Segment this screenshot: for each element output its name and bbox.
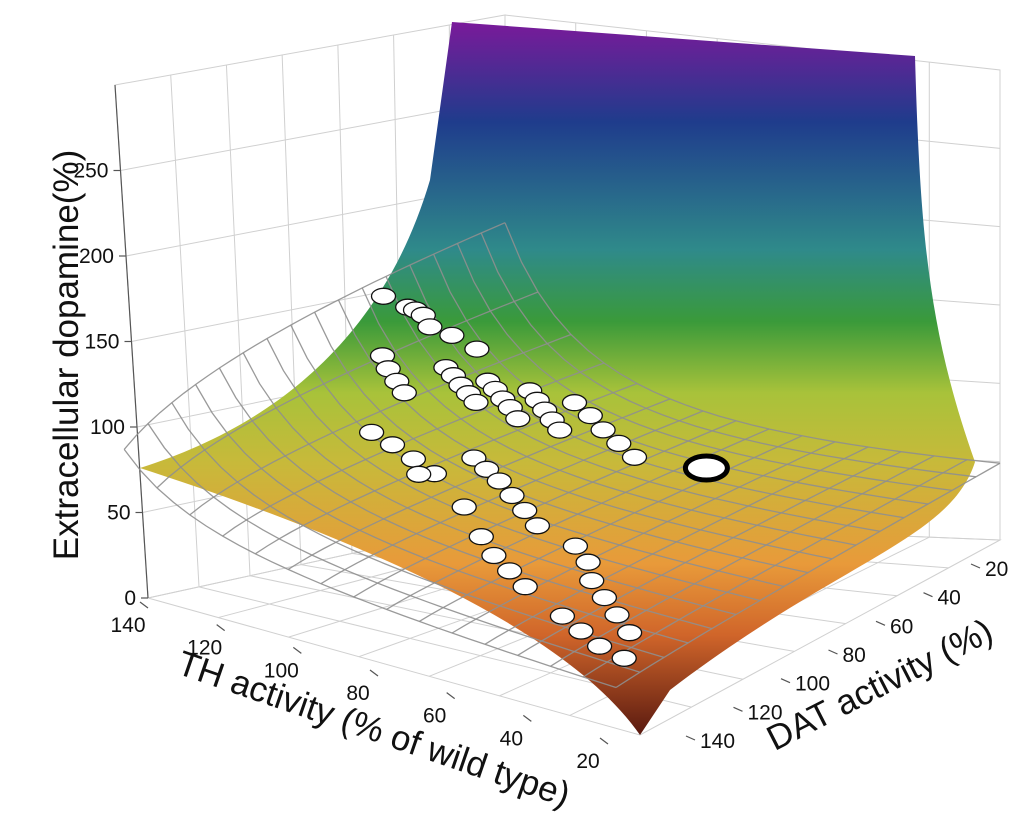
x-tick-mark [369, 669, 379, 677]
data-point [512, 578, 538, 596]
data-point [468, 528, 494, 546]
y-tick-label: 20 [985, 558, 1008, 581]
x-tick-label: 40 [500, 727, 523, 750]
data-point [524, 517, 551, 535]
data-point [451, 498, 477, 516]
y-tick-label: 100 [795, 673, 830, 696]
y-tick-mark [780, 678, 791, 684]
data-point [586, 637, 613, 655]
y-tick-mark [685, 735, 696, 741]
y-tick-mark [875, 620, 886, 626]
x-tick-mark [139, 601, 149, 609]
z-tick-label: 100 [90, 416, 125, 439]
data-point [358, 423, 385, 442]
x-tick-label: 140 [110, 614, 145, 637]
z-axis-ticks: 0 50 100 150 200 250 [73, 160, 148, 610]
mesh-line [218, 367, 713, 630]
y-tick-label: 40 [938, 587, 961, 610]
mesh-line [314, 311, 809, 574]
x-tick-mark [216, 624, 226, 632]
dopamine-surface [123, 22, 1001, 735]
data-point [604, 606, 630, 624]
data-point [579, 571, 605, 590]
x-tick-label: 100 [264, 659, 299, 682]
mesh-line [361, 287, 857, 546]
mesh-line [433, 253, 929, 505]
data-point [568, 622, 594, 640]
data-point [590, 421, 616, 439]
data-point [496, 562, 523, 580]
data-point [549, 607, 576, 625]
data-point [577, 406, 603, 425]
data-point [562, 537, 589, 555]
data-point [463, 393, 489, 412]
data-point [591, 588, 618, 607]
data-point [481, 546, 507, 565]
z-tick-label: 0 [124, 587, 136, 610]
y-tick-mark [828, 649, 838, 655]
data-point [473, 460, 500, 478]
data-point [464, 340, 490, 358]
mesh-line [266, 338, 761, 602]
data-point [611, 649, 637, 667]
surface-fill [140, 22, 975, 735]
z-tick-label: 50 [107, 502, 130, 525]
x-tick-label: 80 [346, 682, 369, 705]
x-tick-mark [522, 714, 532, 722]
y-tick-label: 80 [843, 644, 866, 667]
y-tick-mark [923, 592, 933, 598]
data-point [499, 486, 525, 505]
data-points [358, 287, 730, 667]
data-point [561, 394, 588, 412]
mesh-line [147, 423, 641, 673]
x-tick-mark [292, 646, 302, 654]
z-tick-label: 150 [84, 331, 119, 354]
mesh-line [123, 449, 617, 689]
data-point [616, 624, 643, 642]
data-point [606, 434, 632, 453]
data-point [512, 501, 538, 520]
wild-type-point [682, 453, 730, 483]
x-tick-mark [446, 692, 456, 700]
y-tick-label: 140 [700, 730, 735, 753]
data-point [486, 472, 512, 490]
y-axis-ticks: 20 40 60 80 100 120 140 [685, 558, 1008, 753]
data-point [439, 326, 465, 345]
grid-line [170, 74, 200, 587]
surface-mesh [123, 222, 1001, 689]
data-point [379, 436, 406, 454]
y-tick-mark [970, 563, 981, 569]
y-tick-label: 120 [748, 701, 783, 724]
x-tick-label: 60 [423, 705, 446, 728]
x-tick-label: 20 [576, 750, 599, 773]
y-tick-label: 60 [890, 615, 913, 638]
x-tick-mark [599, 737, 609, 745]
mesh-line [480, 232, 977, 478]
data-point [391, 384, 417, 402]
data-point [547, 421, 573, 439]
data-point [406, 465, 432, 483]
mesh-line [504, 222, 1001, 464]
mesh-line [456, 243, 953, 492]
z-axis-title: Extracellular dopamine(%) [47, 150, 86, 560]
data-point [400, 450, 427, 468]
x-axis-ticks: 140 120 100 80 60 40 20 [110, 601, 609, 773]
data-point [370, 287, 397, 305]
data-point [575, 553, 601, 571]
data-point [417, 318, 443, 336]
z-tick-label: 250 [73, 160, 108, 183]
mesh-line [337, 299, 833, 560]
x-tick-label: 120 [187, 637, 222, 660]
data-point [505, 410, 531, 428]
y-tick-mark [733, 706, 743, 712]
z-tick-label: 200 [79, 245, 114, 268]
data-point [621, 448, 648, 466]
